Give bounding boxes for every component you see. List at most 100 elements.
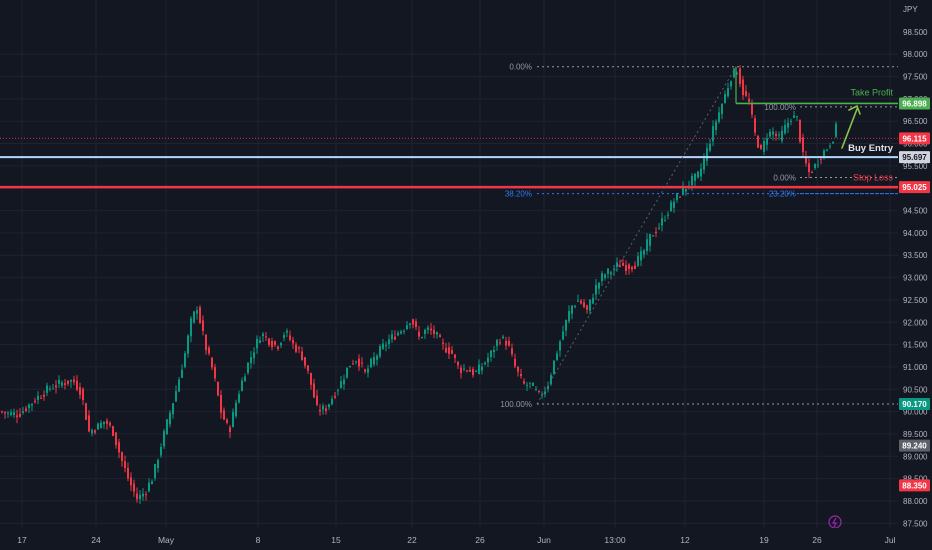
x-tick-label: 15 xyxy=(331,535,341,545)
candle-body xyxy=(259,340,261,344)
candle-body xyxy=(388,339,390,345)
candle-body xyxy=(328,404,330,408)
y-tick-label: 91.000 xyxy=(903,363,928,372)
candle-body xyxy=(256,338,258,349)
candle-body xyxy=(409,323,411,325)
candle-body xyxy=(679,196,681,198)
candle-body xyxy=(385,345,387,347)
candle-body xyxy=(181,369,183,378)
candle-body xyxy=(562,331,564,340)
candle-body xyxy=(400,331,402,334)
candle-body xyxy=(235,402,237,417)
candle-body xyxy=(31,403,33,406)
candle-body xyxy=(484,362,486,365)
fib-trend-line xyxy=(536,66,737,405)
candle-body xyxy=(64,383,66,385)
candle-body xyxy=(706,147,708,161)
candle-body xyxy=(160,447,162,456)
candle-body xyxy=(361,362,363,364)
candle-body xyxy=(196,310,198,314)
candle-body xyxy=(559,341,561,351)
candle-body xyxy=(487,357,489,363)
candle-body xyxy=(526,384,528,386)
y-tick-label: 96.500 xyxy=(903,117,928,126)
candle-body xyxy=(628,264,630,269)
candle-body xyxy=(382,343,384,349)
price-badge xyxy=(899,181,930,194)
candle-body xyxy=(322,405,324,410)
candle-body xyxy=(79,387,81,395)
candle-body xyxy=(784,124,786,134)
candle-body xyxy=(88,415,90,432)
candle-body xyxy=(265,336,267,338)
candle-body xyxy=(271,340,273,347)
y-tick-label: 93.000 xyxy=(903,274,928,283)
candle-body xyxy=(490,350,492,358)
candle-body xyxy=(16,415,18,418)
candle-body xyxy=(262,333,264,337)
candle-body xyxy=(751,103,753,115)
level-lines xyxy=(0,66,898,189)
candle-body xyxy=(202,320,204,331)
candle-body xyxy=(163,430,165,447)
candle-body xyxy=(676,193,678,201)
lightning-bolt xyxy=(831,517,837,528)
candle-body xyxy=(454,354,456,358)
candle-body xyxy=(601,273,603,281)
y-tick-label: 90.500 xyxy=(903,385,928,394)
time-axis[interactable]: 17 24 May 8 15 22 26 Jun 13:00 12 19 26 Jul xyxy=(0,528,932,550)
y-tick-label: 92.500 xyxy=(903,296,928,305)
y-tick-label: 88.500 xyxy=(903,475,928,484)
candle-body xyxy=(553,360,555,374)
candle-body xyxy=(250,356,252,364)
buy-entry-label: Buy Entry xyxy=(848,143,894,154)
candle-body xyxy=(724,94,726,104)
candle-body xyxy=(169,412,171,425)
price-badge-label: 89.240 xyxy=(902,442,927,451)
candle-body xyxy=(748,98,750,102)
x-tick-label: 24 xyxy=(91,535,101,545)
candle-body xyxy=(142,493,144,497)
candle-body xyxy=(157,459,159,469)
x-tick-label: 22 xyxy=(407,535,417,545)
candle-body xyxy=(199,307,201,324)
candle-body xyxy=(406,325,408,329)
candle-body xyxy=(364,369,366,372)
candle-body xyxy=(427,327,429,330)
fib-secondary-label: 23.20% xyxy=(769,190,796,199)
candle-body xyxy=(145,494,147,496)
fib-primary-label: 38.20% xyxy=(505,190,532,199)
price-axis[interactable]: JPY98.50098.00097.50097.00096.50096.0009… xyxy=(898,0,932,550)
candle-body xyxy=(238,394,240,403)
price-badge-label: 90.170 xyxy=(902,400,927,409)
price-badge-label: 96.115 xyxy=(902,134,927,143)
candle-body xyxy=(529,382,531,384)
candle-body xyxy=(331,398,333,405)
candle-body xyxy=(538,390,540,392)
candle-body xyxy=(697,171,699,178)
time-axis-bg xyxy=(0,528,932,550)
candle-body xyxy=(574,305,576,307)
candle-body xyxy=(190,318,192,337)
candle-body xyxy=(100,422,102,428)
y-tick-label: 95.500 xyxy=(903,162,928,171)
candle-body xyxy=(658,227,660,229)
candle-body xyxy=(412,319,414,325)
candle-body xyxy=(667,214,669,216)
candle-body xyxy=(217,381,219,396)
candle-body xyxy=(445,347,447,353)
candle-body xyxy=(127,468,129,479)
y-tick-label: 94.500 xyxy=(903,207,928,216)
candle-body xyxy=(577,300,579,302)
candle-body xyxy=(52,388,54,390)
candle-body xyxy=(112,426,114,436)
candle-body xyxy=(187,335,189,354)
candle-body xyxy=(436,332,438,335)
candle-body xyxy=(43,394,45,397)
candle-body xyxy=(631,266,633,270)
candle-body xyxy=(352,363,354,365)
y-tick-label: 91.500 xyxy=(903,341,928,350)
candle-body xyxy=(595,284,597,295)
candle-body xyxy=(211,357,213,368)
